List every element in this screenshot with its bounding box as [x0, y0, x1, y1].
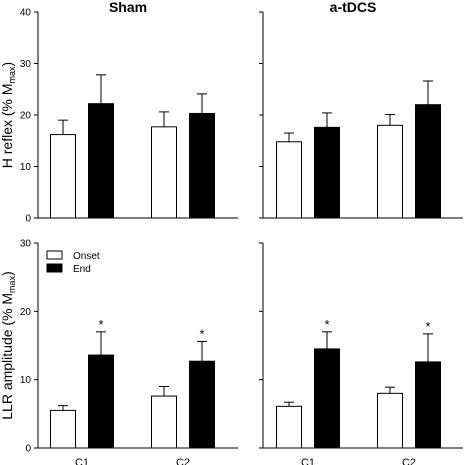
legend-label: End — [73, 264, 91, 275]
bar-onset-c2 — [151, 395, 177, 449]
bar-end-c1 — [314, 126, 340, 219]
y-tick-label: 0 — [25, 214, 31, 225]
bar-end-c1 — [88, 103, 114, 219]
bar-onset-c2 — [377, 392, 403, 449]
bar-end-c2 — [189, 112, 215, 219]
bar-onset-c2 — [151, 126, 177, 219]
bar-end-c2 — [189, 360, 215, 449]
bar-onset-c1 — [276, 405, 302, 449]
significance-marker: * — [425, 319, 430, 334]
y-axis-label: LLR amplitude (% Mmax) — [0, 271, 17, 420]
y-tick-label: 20 — [20, 307, 32, 318]
x-tick-label: C1 — [75, 457, 89, 465]
y-tick-label: 40 — [20, 8, 32, 19]
legend-swatch-end — [46, 263, 63, 273]
bar-onset-c1 — [276, 141, 302, 219]
panel-title: Sham — [109, 0, 147, 15]
y-tick-label: 20 — [20, 111, 32, 122]
panel-top-left: 0 10 20 30 40 Sham H reflex (% Mmax) — [0, 0, 238, 225]
x-tick-label: C1 — [301, 457, 315, 465]
bar-end-c1 — [88, 354, 114, 449]
x-tick-label: C2 — [402, 457, 416, 465]
bar-onset-c2 — [377, 124, 403, 219]
panel-bottom-right: * C1 * C2 — [259, 242, 463, 465]
y-tick-label: 30 — [20, 59, 32, 70]
legend-swatch-onset — [46, 250, 63, 260]
y-tick-label: 0 — [25, 444, 31, 455]
panel-title: a-tDCS — [330, 0, 377, 15]
significance-marker: * — [324, 317, 329, 332]
bar-end-c1 — [314, 348, 340, 449]
panel-top-right: a-tDCS — [259, 0, 463, 219]
y-tick-label: 10 — [20, 162, 32, 173]
bar-end-c2 — [415, 361, 441, 449]
significance-marker: * — [98, 317, 103, 332]
significance-marker: * — [199, 326, 204, 341]
legend-label: Onset — [73, 251, 100, 262]
y-tick-label: 10 — [20, 375, 32, 386]
y-tick-label: 30 — [20, 239, 32, 250]
panel-bottom-left: 0 10 20 30 LLR amplitude (% Mmax) * C1 * C2 Onset… — [0, 239, 238, 465]
bar-onset-c1 — [50, 409, 76, 449]
bar-onset-c1 — [50, 134, 76, 219]
bar-end-c2 — [415, 104, 441, 219]
x-tick-label: C2 — [176, 457, 190, 465]
y-axis-label: H reflex (% Mmax) — [0, 62, 17, 168]
